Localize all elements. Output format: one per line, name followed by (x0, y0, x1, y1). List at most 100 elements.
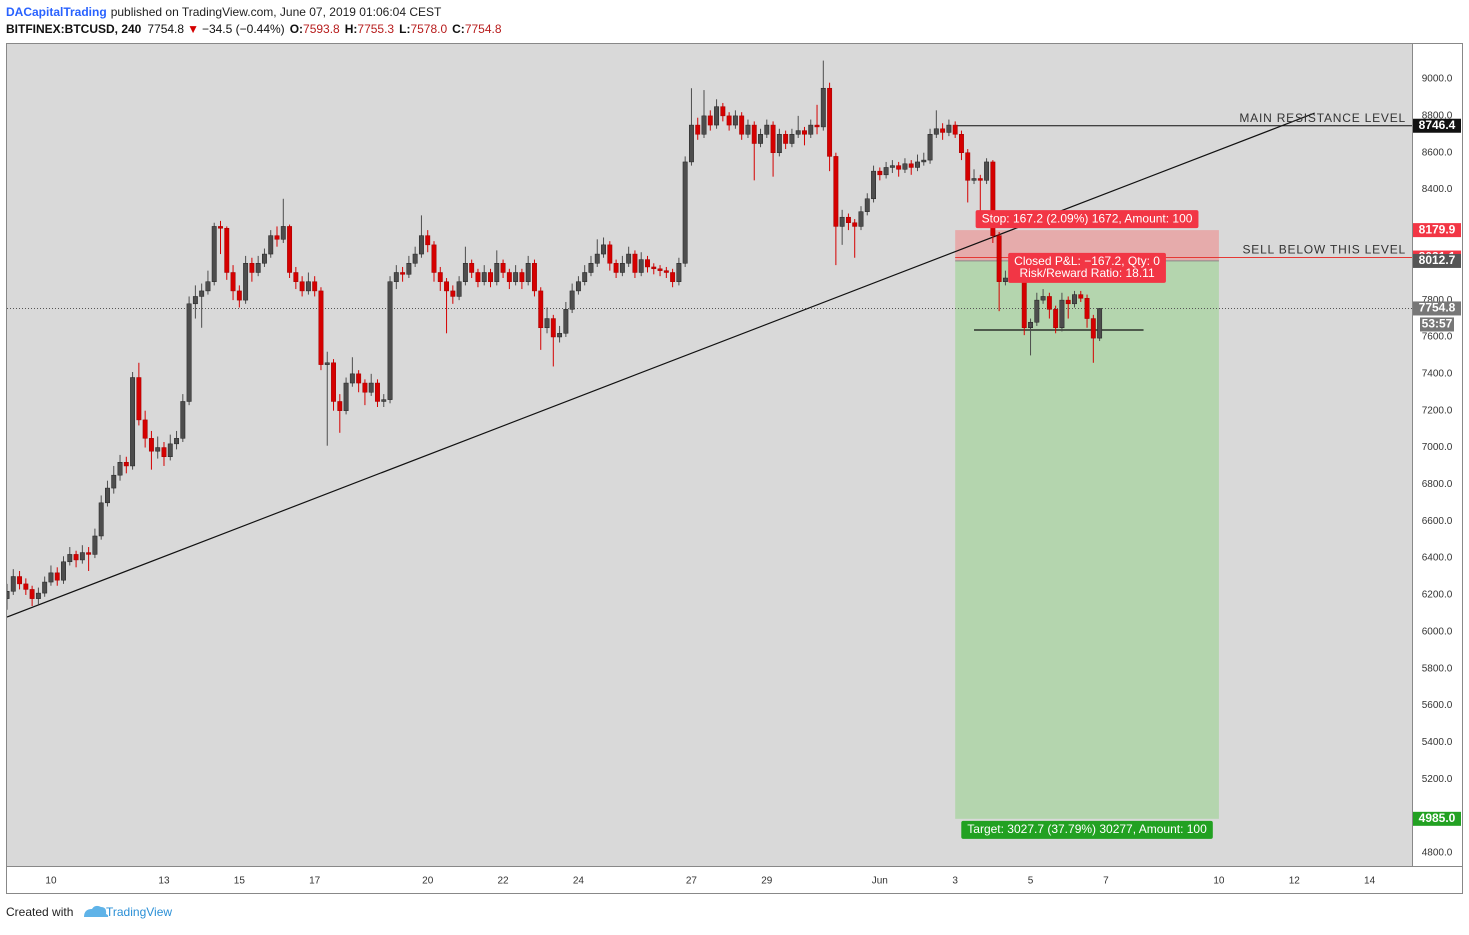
candle-body (356, 373, 362, 384)
y-tick-label: 6400.0 (1422, 553, 1453, 564)
candle-body (1078, 294, 1084, 299)
candle-body (61, 561, 66, 581)
symbol: BITFINEX:BTCUSD, 240 (6, 22, 142, 36)
candle-body (98, 502, 104, 537)
candle-body (305, 281, 311, 292)
created-with: Created with (6, 905, 73, 919)
candle-body (287, 226, 293, 273)
legend-line: BITFINEX:BTCUSD, 240 7754.8 ▼ −34.5 (−0.44%… (6, 22, 502, 36)
resistance-tag (1413, 118, 1461, 133)
target-text: Target: 3027.7 (37.79%) 30277, Amount: 1… (967, 822, 1207, 836)
y-tick-label: 6600.0 (1422, 516, 1453, 527)
candle-body (990, 161, 996, 236)
countdown-box (1420, 317, 1454, 332)
resistance-tag-label: 8746.4 (1419, 118, 1456, 132)
candle-body (538, 290, 544, 329)
candle-body (833, 156, 839, 227)
candle-body (475, 272, 481, 282)
candle-body (1065, 299, 1071, 305)
candle-body (230, 272, 236, 292)
candle-body (739, 115, 745, 135)
candle-body (1034, 299, 1040, 323)
candle-body (393, 272, 399, 282)
candle-body (293, 272, 299, 282)
candle-body (111, 474, 117, 489)
candle-body (607, 244, 613, 264)
candle-body (86, 552, 92, 555)
candle-body (7, 591, 10, 599)
candle-body (343, 382, 349, 411)
candle-body (883, 167, 889, 176)
candle-body (921, 159, 927, 163)
candle-body (375, 382, 380, 402)
brand[interactable]: TradingView (106, 905, 172, 919)
candle-body (211, 226, 217, 282)
candle-body (959, 134, 964, 153)
candle-body (814, 124, 820, 128)
candle-body (645, 259, 650, 268)
candle-body (431, 244, 437, 273)
published: published on TradingView.com, June 07, 2… (111, 5, 442, 19)
candle-body (161, 447, 167, 458)
target-text-box (961, 820, 1213, 839)
candle-body (280, 226, 286, 240)
y-tick-label: 8400.0 (1422, 184, 1453, 195)
candle-body (318, 290, 324, 365)
candle-body (1021, 275, 1027, 329)
candle-body (626, 253, 632, 264)
target-tag-label: 4985.0 (1419, 811, 1456, 825)
candle-body (1053, 309, 1059, 329)
candle-body (123, 462, 129, 467)
y-tick-label: 6000.0 (1422, 626, 1453, 637)
candle-body (450, 290, 456, 297)
candle-body (130, 377, 136, 467)
candle-body (795, 130, 801, 135)
candle-body (971, 178, 977, 181)
candle-body (732, 115, 738, 126)
candle-body (23, 583, 29, 590)
candle-body (444, 281, 450, 292)
candle-body (148, 438, 154, 452)
candle-body (425, 235, 431, 246)
candle-body (324, 362, 330, 365)
candle-body (896, 165, 902, 170)
candle-body (519, 272, 525, 282)
candle-body (117, 462, 123, 476)
candle-body (268, 235, 274, 255)
x-tick-label: 10 (45, 876, 57, 887)
candle-body (902, 163, 908, 170)
candle-body (965, 152, 971, 181)
candle-body (946, 124, 952, 133)
chart-frame (6, 43, 1463, 894)
candle-body (192, 296, 198, 305)
candle-body (852, 222, 858, 227)
y-tick-label: 6800.0 (1422, 479, 1453, 490)
y-tick-label: 9000.0 (1422, 74, 1453, 85)
candle-body (1097, 308, 1103, 339)
candle-body (469, 263, 475, 273)
candle-body (915, 161, 920, 168)
candle-body (105, 487, 110, 504)
c: 7754.8 (465, 22, 502, 36)
time-axis (6, 866, 1463, 894)
c-label: C: (452, 22, 465, 36)
x-tick-label: 24 (573, 876, 585, 887)
candle-body (550, 318, 556, 338)
candle-body (1090, 318, 1096, 339)
candle-body (820, 87, 826, 128)
publish-line: DACapitalTrading published on TradingView… (6, 5, 442, 19)
candle-body (1002, 277, 1008, 282)
y-tick-label: 7600.0 (1422, 332, 1453, 343)
countdown: 53:57 (1422, 317, 1453, 331)
l: 7578.0 (410, 22, 447, 36)
candle-body (312, 281, 318, 292)
candle-body (714, 106, 720, 126)
publisher[interactable]: DACapitalTrading (6, 5, 107, 19)
plot: 9000.0 8800.0 8600.0 8400.0 7800.0 7600.0 7400… (7, 60, 1461, 887)
candle-body (670, 272, 676, 282)
candle-body (73, 554, 79, 561)
candle-body (368, 382, 374, 393)
candle-body (142, 419, 148, 439)
candle-body (92, 535, 98, 555)
